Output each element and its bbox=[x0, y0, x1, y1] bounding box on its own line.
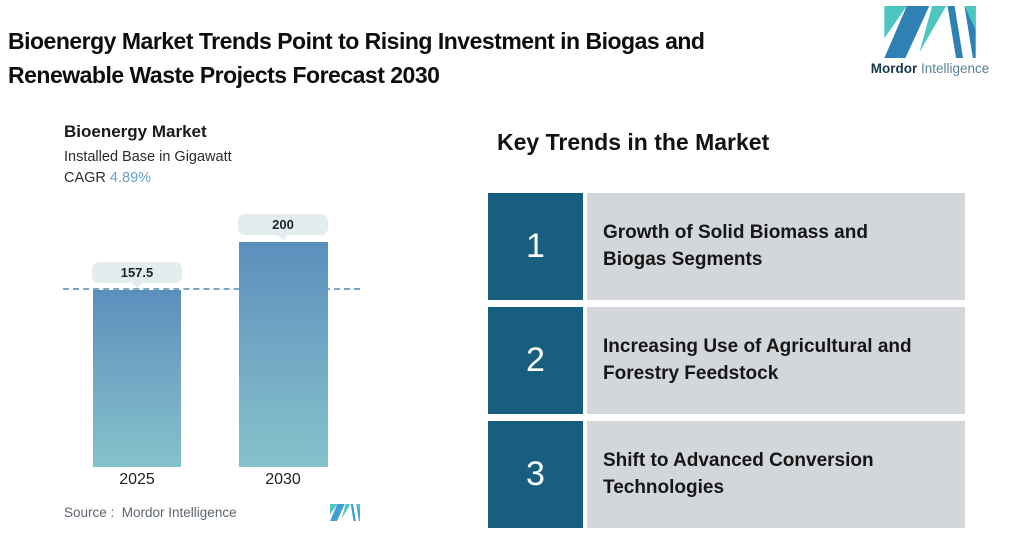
axis-label-2030: 2030 bbox=[265, 471, 301, 488]
cagr-value: 4.89% bbox=[109, 170, 152, 186]
source-text: Source : Mordor Intelligence bbox=[64, 505, 237, 520]
chart-header: Bioenergy Market Installed Base in Gigaw… bbox=[64, 122, 232, 186]
trend-item-3: 3 Shift to Advanced Conversion Technolog… bbox=[488, 421, 965, 528]
trend-text-3: Shift to Advanced Conversion Technologie… bbox=[603, 449, 874, 498]
chart-subtitle: Installed Base in Gigawatt bbox=[64, 149, 232, 165]
brand-name: Mordor Intelligence bbox=[870, 61, 990, 76]
trend-number-1: 1 bbox=[488, 193, 583, 300]
trend-panel-2: Increasing Use of Agricultural and Fores… bbox=[587, 307, 965, 414]
bar-2030 bbox=[239, 242, 328, 467]
trend-panel-3: Shift to Advanced Conversion Technologie… bbox=[587, 421, 965, 528]
value-label-2030: 200 bbox=[238, 214, 328, 235]
trend-text-1: Growth of Solid Biomass and Biogas Segme… bbox=[603, 221, 868, 270]
trend-number-2: 2 bbox=[488, 307, 583, 414]
page-title: Bioenergy Market Trends Point to Rising … bbox=[8, 28, 705, 88]
trend-item-1: 1 Growth of Solid Biomass and Biogas Seg… bbox=[488, 193, 965, 300]
chart-title: Bioenergy Market bbox=[64, 122, 207, 141]
mordor-intelligence-logo-icon bbox=[884, 6, 976, 58]
axis-label-2025: 2025 bbox=[119, 471, 155, 488]
trend-text-2: Increasing Use of Agricultural and Fores… bbox=[603, 335, 912, 384]
bar-2025 bbox=[93, 289, 181, 467]
cagr-label: CAGR bbox=[64, 170, 110, 186]
trend-item-2: 2 Increasing Use of Agricultural and For… bbox=[488, 307, 965, 414]
mordor-intelligence-small-logo-icon bbox=[330, 504, 360, 521]
chart-cagr: CAGR 4.89% bbox=[64, 170, 232, 186]
trend-number-3: 3 bbox=[488, 421, 583, 528]
source-row: Source : Mordor Intelligence bbox=[64, 504, 360, 521]
trends-heading: Key Trends in the Market bbox=[497, 129, 770, 155]
trends-list: 1 Growth of Solid Biomass and Biogas Seg… bbox=[488, 193, 965, 528]
trend-panel-1: Growth of Solid Biomass and Biogas Segme… bbox=[587, 193, 965, 300]
value-label-2025: 157.5 bbox=[92, 261, 182, 283]
brand-logo: Mordor Intelligence bbox=[863, 6, 997, 76]
threshold-line bbox=[63, 287, 360, 290]
